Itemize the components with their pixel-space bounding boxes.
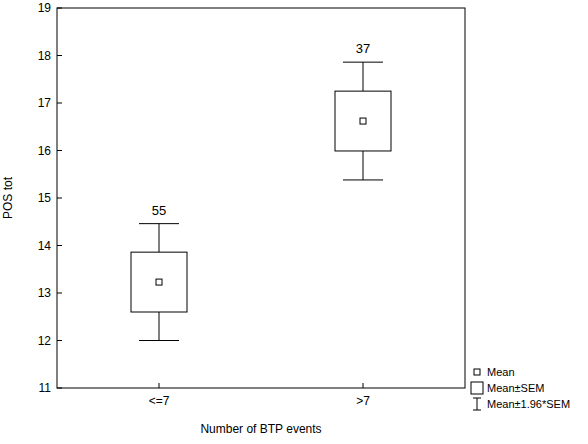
x-tick: [159, 383, 160, 388]
legend-symbol: [474, 369, 480, 375]
x-axis-label: Number of BTP events: [200, 422, 321, 436]
y-tick-label: 19: [38, 1, 52, 15]
y-tick-label: 17: [38, 96, 52, 110]
y-tick-label: 13: [38, 286, 52, 300]
y-tick-label: 15: [38, 191, 52, 205]
whisker-upper: [363, 62, 364, 91]
x-tick: [363, 383, 364, 388]
marks: [131, 62, 391, 340]
count-label: 55: [152, 203, 166, 218]
y-tick-label: 16: [38, 144, 52, 158]
legend: Mean Mean±SEM Mean±1.96*SEM: [471, 366, 570, 410]
legend-symbol: [473, 398, 481, 399]
y-tick: [57, 245, 62, 246]
whisker-cap-upper: [343, 62, 383, 63]
mean-marker: [360, 118, 366, 124]
whisker-lower: [363, 151, 364, 180]
legend-label: Mean: [487, 366, 515, 378]
x-tick-label: <=7: [149, 394, 170, 408]
x-tick-label: >7: [356, 394, 370, 408]
whisker-cap-lower: [343, 179, 383, 180]
y-tick: [57, 103, 62, 104]
whisker-cap-lower: [139, 340, 179, 341]
y-tick: [57, 150, 62, 151]
chart: 11 12 13 14 15 16 17 18 19 <=7 >7 Number of BTP eve…: [0, 0, 588, 444]
y-tick: [57, 198, 62, 199]
y-tick: [57, 388, 62, 389]
whisker-lower: [159, 312, 160, 341]
y-axis-label: POS tot: [1, 176, 15, 219]
count-label: 37: [356, 41, 370, 56]
sem-box: [131, 252, 187, 312]
sem-box: [335, 91, 391, 151]
y-tick-label: 18: [38, 49, 52, 63]
whisker-cap-upper: [139, 223, 179, 224]
mean-marker: [156, 279, 162, 285]
y-tick: [57, 55, 62, 56]
legend-symbol: [477, 398, 478, 410]
plot-frame: [57, 8, 465, 388]
y-tick: [57, 8, 62, 9]
y-tick: [57, 293, 62, 294]
legend-symbol: [471, 382, 483, 394]
legend-label: Mean±1.96*SEM: [487, 398, 570, 410]
y-tick-label: 12: [38, 334, 52, 348]
legend-symbol: [473, 410, 481, 411]
legend-label: Mean±SEM: [487, 382, 544, 394]
y-tick: [57, 340, 62, 341]
y-tick-label: 11: [39, 381, 52, 395]
y-tick-label: 14: [38, 239, 52, 253]
whisker-upper: [159, 224, 160, 253]
